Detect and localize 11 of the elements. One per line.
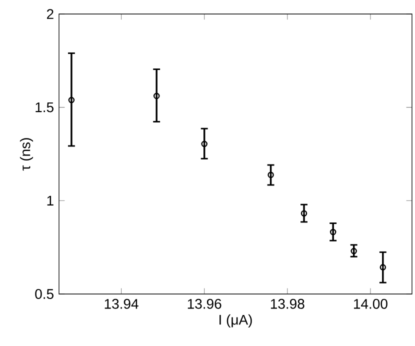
x-tick-label: 13.94 bbox=[104, 298, 138, 309]
x-tick-label: 14.00 bbox=[354, 298, 388, 309]
y-tick-label: 1 bbox=[47, 196, 54, 206]
y-tick-label: 0.5 bbox=[35, 289, 54, 299]
point bbox=[350, 248, 357, 254]
x-tick-label: 13.98 bbox=[270, 298, 304, 309]
x-axis-title: I (μA) bbox=[220, 314, 252, 328]
y-axis-title: τ (ns) bbox=[20, 138, 34, 171]
y-tick-label: 1.5 bbox=[36, 102, 54, 112]
x-tick-label: 13.96 bbox=[188, 298, 222, 309]
y-tick-label: 2 bbox=[46, 9, 54, 19]
